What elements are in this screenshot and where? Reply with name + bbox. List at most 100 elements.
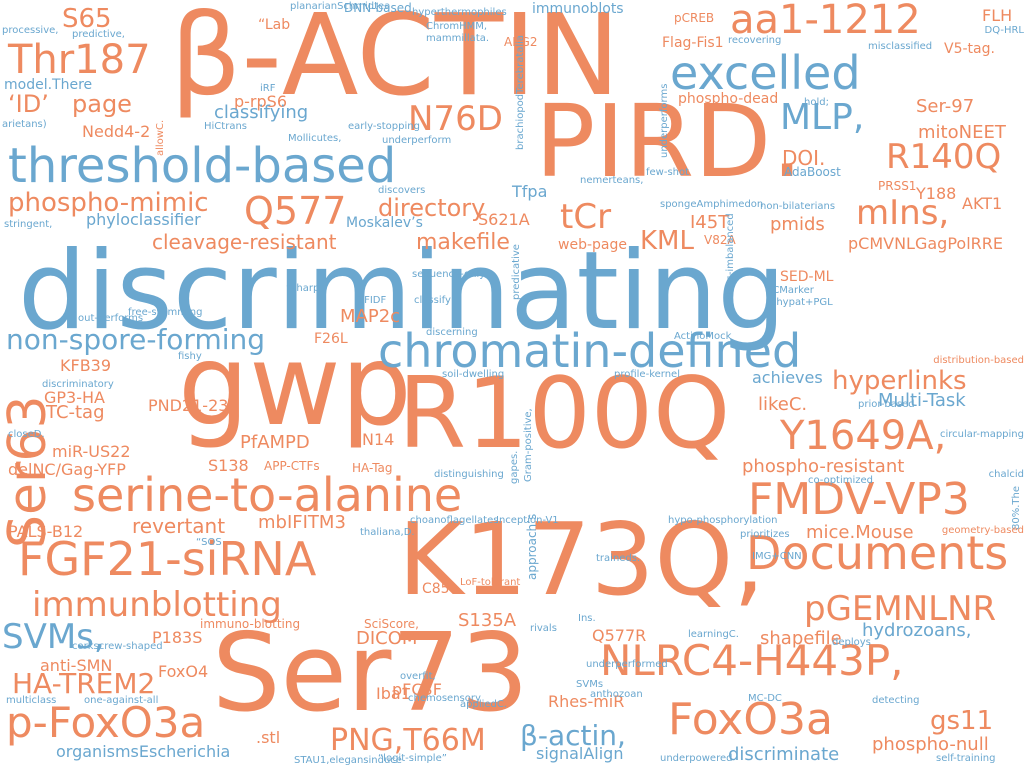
cloud-word: processive,: [2, 25, 59, 36]
cloud-word: appliedC.: [460, 699, 508, 710]
cloud-word: Y1649A,: [780, 413, 947, 459]
cloud-word: I45T: [690, 212, 730, 233]
cloud-word: chemosensory: [408, 693, 481, 704]
cloud-word: mIns,: [856, 193, 950, 233]
cloud-word: S138: [208, 456, 249, 475]
cloud-word: prior-based: [858, 399, 915, 410]
cloud-word: allowC.: [155, 119, 166, 156]
cloud-word: discriminating: [18, 229, 786, 354]
cloud-word: discriminatory: [42, 379, 114, 390]
cloud-word: TC-tag: [46, 402, 105, 423]
cloud-word: immuno-blotting: [200, 617, 301, 631]
cloud-word: Nedd4-2: [82, 122, 151, 141]
cloud-word: geometry-based: [941, 525, 1024, 536]
cloud-word: DQ-HRL: [984, 25, 1024, 36]
cloud-word: ARG2: [504, 35, 538, 49]
cloud-word: PNG,T66M: [330, 723, 486, 758]
cloud-word: Q577: [244, 189, 347, 233]
cloud-word: ‘ID’: [8, 90, 49, 118]
cloud-word: ActinoMock: [674, 331, 732, 342]
cloud-word: R140Q: [886, 137, 1002, 177]
cloud-word: MLP,: [780, 97, 865, 138]
cloud-word: planarianSchmidtea: [290, 1, 391, 12]
cloud-word: GP3-HA: [44, 388, 105, 407]
cloud-word: S65: [62, 4, 112, 34]
cloud-word: anthozoan: [590, 689, 643, 700]
cloud-word: makefile: [416, 230, 510, 255]
cloud-word: AdaBoost: [784, 165, 841, 179]
cloud-word: spongeAmphimedon: [660, 199, 764, 210]
cloud-word: FoxO3a: [668, 694, 833, 745]
cloud-word: underperforms: [659, 83, 670, 158]
cloud-word: phospho-null: [872, 734, 989, 755]
cloud-word: revertant: [132, 514, 226, 538]
cloud-word: non-spore-forming: [6, 323, 266, 356]
cloud-word: underperform: [382, 135, 452, 146]
cloud-word: recovering: [728, 35, 782, 46]
cloud-word: shapefile: [760, 628, 842, 649]
cloud-word: rivals: [530, 623, 557, 634]
cloud-word: KML: [640, 226, 694, 256]
cloud-word: underpowered: [660, 753, 733, 764]
cloud-word: FGF21-siRNA: [18, 532, 317, 586]
cloud-word: mammillata.: [426, 33, 490, 44]
cloud-word: prioritizes: [740, 529, 790, 540]
cloud-word: NLRC4-H443P,: [600, 636, 904, 685]
cloud-word: β-ACTIN: [170, 0, 620, 121]
cloud-word: Inception-V1: [496, 515, 559, 526]
cloud-word: achieves: [752, 368, 823, 387]
cloud-word: pCMVNLGagPolRRE: [848, 234, 1003, 253]
cloud-word: K173Q,: [398, 501, 765, 618]
cloud-word: closeD.: [8, 429, 45, 440]
cloud-word: learningC.: [688, 629, 739, 640]
cloud-word: hold;: [804, 97, 829, 108]
cloud-word: MC-DC: [748, 693, 782, 704]
cloud-word: nemerteans,: [580, 175, 644, 186]
cloud-word: Q577R: [592, 626, 647, 645]
cloud-word: .stl: [256, 728, 281, 747]
cloud-word: model.There: [4, 77, 93, 93]
cloud-word: pGEMNLNR: [804, 589, 997, 629]
cloud-word: mice.Mouse: [806, 522, 914, 543]
cloud-word: chromatin-defined: [378, 324, 802, 378]
cloud-word: Rhes-miR: [548, 692, 625, 711]
cloud-word: detecting: [872, 695, 920, 706]
cloud-word: DOI.: [782, 146, 826, 170]
cloud-word: organismsEscherichia: [56, 742, 231, 761]
cloud-word: SED-ML: [780, 269, 834, 285]
cloud-word: AKT1: [962, 194, 1003, 213]
cloud-word: PND21-23: [148, 396, 229, 415]
cloud-word: early-stopping: [348, 121, 420, 132]
cloud-word: fishy: [178, 351, 202, 362]
cloud-word: S135A: [458, 610, 517, 631]
cloud-word: FLH: [982, 6, 1013, 25]
cloud-word: SVMs,: [2, 617, 105, 657]
cloud-word: underperformed: [586, 659, 668, 670]
cloud-word: immunblotting: [32, 585, 282, 625]
cloud-word: F26L: [314, 331, 348, 347]
cloud-word: S621A: [478, 210, 530, 229]
cloud-word: Thr187: [8, 37, 151, 83]
cloud-word: corkscrew-shaped: [72, 641, 163, 652]
cloud-word: one-against-all: [84, 695, 159, 706]
cloud-word: iRF: [260, 83, 276, 94]
cloud-word: non-bilaterians: [760, 201, 836, 212]
cloud-word: SciScore,: [364, 617, 419, 631]
cloud-word: p-FoxO3a: [6, 698, 206, 747]
cloud-word: signalAlign: [536, 744, 624, 763]
cloud-word: cleavage-resistant: [152, 230, 337, 254]
cloud-word: discerning: [426, 327, 478, 338]
cloud-word: phospho-dead: [678, 91, 779, 107]
cloud-word: miR-US22: [52, 442, 131, 461]
cloud-word: Multi-Task: [878, 390, 966, 411]
cloud-word: Documents: [746, 526, 1009, 580]
cloud-word: P183S: [152, 628, 203, 647]
cloud-word: N14: [362, 430, 395, 449]
cloud-word: Mollicutes,: [288, 133, 342, 144]
cloud-word: DNN-based: [344, 1, 412, 15]
cloud-word: predictive,: [72, 29, 125, 40]
cloud-word: HiCtrans: [204, 121, 247, 132]
cloud-word: HA-TREM2: [12, 667, 156, 700]
cloud-word: arietans): [2, 119, 47, 130]
cloud-word: serine-to-alanine: [72, 468, 463, 522]
